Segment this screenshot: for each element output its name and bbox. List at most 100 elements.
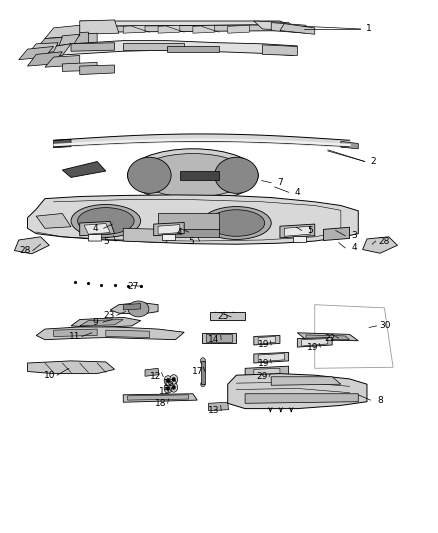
Polygon shape [245, 394, 358, 403]
Polygon shape [84, 223, 110, 234]
Polygon shape [106, 330, 149, 337]
Text: 17: 17 [191, 367, 203, 376]
Polygon shape [167, 46, 219, 52]
Polygon shape [80, 65, 115, 75]
Polygon shape [158, 214, 219, 230]
Text: 25: 25 [218, 312, 229, 321]
Text: 2: 2 [371, 157, 376, 166]
Polygon shape [53, 329, 97, 336]
Circle shape [170, 383, 178, 392]
Text: 4: 4 [294, 188, 300, 197]
Polygon shape [53, 139, 71, 148]
Polygon shape [123, 25, 145, 33]
Polygon shape [280, 23, 315, 34]
Polygon shape [71, 317, 141, 327]
Polygon shape [254, 335, 280, 345]
Polygon shape [254, 21, 297, 30]
Polygon shape [36, 214, 71, 228]
Polygon shape [228, 374, 367, 409]
Text: 28: 28 [379, 237, 390, 246]
Polygon shape [201, 333, 237, 343]
Polygon shape [254, 352, 289, 363]
Polygon shape [293, 236, 306, 242]
Polygon shape [14, 237, 49, 254]
Ellipse shape [71, 205, 141, 237]
Polygon shape [210, 312, 245, 319]
Text: 29: 29 [256, 372, 267, 381]
Text: 1: 1 [366, 25, 372, 34]
Polygon shape [28, 361, 115, 374]
Polygon shape [53, 32, 88, 45]
Polygon shape [302, 338, 328, 346]
Polygon shape [80, 319, 123, 326]
Polygon shape [123, 43, 184, 50]
Polygon shape [271, 22, 306, 33]
Polygon shape [258, 336, 276, 344]
Circle shape [172, 377, 176, 382]
Polygon shape [71, 43, 115, 51]
Text: 19: 19 [258, 359, 269, 367]
Text: 10: 10 [43, 370, 55, 379]
Circle shape [26, 239, 36, 252]
Ellipse shape [136, 154, 250, 197]
Polygon shape [258, 353, 284, 362]
Polygon shape [363, 237, 397, 253]
Circle shape [200, 358, 205, 364]
Text: 4: 4 [177, 228, 183, 237]
Text: 3: 3 [351, 231, 357, 240]
Polygon shape [53, 34, 80, 50]
Polygon shape [123, 304, 141, 310]
Polygon shape [262, 45, 297, 55]
Polygon shape [45, 55, 80, 67]
Polygon shape [145, 368, 159, 376]
Polygon shape [193, 25, 215, 33]
Text: 18: 18 [155, 399, 166, 408]
Polygon shape [341, 141, 358, 149]
Circle shape [213, 312, 218, 318]
Polygon shape [127, 395, 188, 400]
Polygon shape [36, 37, 62, 49]
Polygon shape [167, 229, 219, 237]
Text: 14: 14 [208, 335, 219, 344]
Ellipse shape [128, 301, 149, 317]
Text: 4: 4 [351, 244, 357, 253]
Polygon shape [162, 233, 176, 240]
Circle shape [222, 312, 227, 318]
Polygon shape [28, 43, 58, 54]
Text: 28: 28 [20, 246, 31, 255]
Text: 27: 27 [127, 282, 138, 291]
Polygon shape [80, 21, 289, 26]
Polygon shape [180, 171, 219, 180]
Polygon shape [123, 394, 197, 402]
Text: 5: 5 [188, 237, 194, 246]
Polygon shape [62, 62, 97, 71]
Circle shape [172, 385, 176, 390]
Text: 19: 19 [307, 343, 318, 352]
Text: 16: 16 [163, 378, 175, 387]
Text: 7: 7 [277, 178, 283, 187]
Polygon shape [36, 327, 184, 340]
Ellipse shape [201, 207, 271, 239]
Polygon shape [154, 222, 184, 236]
Polygon shape [80, 20, 119, 34]
Polygon shape [28, 195, 358, 244]
Text: 19: 19 [258, 341, 269, 350]
Polygon shape [80, 221, 115, 236]
Text: 11: 11 [69, 332, 80, 341]
Circle shape [201, 382, 205, 387]
Polygon shape [280, 224, 315, 238]
Text: 15: 15 [159, 386, 170, 395]
Polygon shape [206, 334, 232, 342]
Circle shape [166, 386, 170, 391]
Polygon shape [123, 228, 167, 243]
Ellipse shape [215, 157, 258, 193]
Text: 30: 30 [379, 321, 391, 330]
Polygon shape [158, 25, 180, 33]
Polygon shape [19, 46, 53, 60]
Polygon shape [158, 224, 180, 234]
Polygon shape [254, 368, 280, 375]
Text: 4: 4 [92, 224, 98, 233]
Text: 12: 12 [150, 372, 162, 381]
Circle shape [170, 375, 178, 384]
Text: 9: 9 [92, 318, 98, 327]
